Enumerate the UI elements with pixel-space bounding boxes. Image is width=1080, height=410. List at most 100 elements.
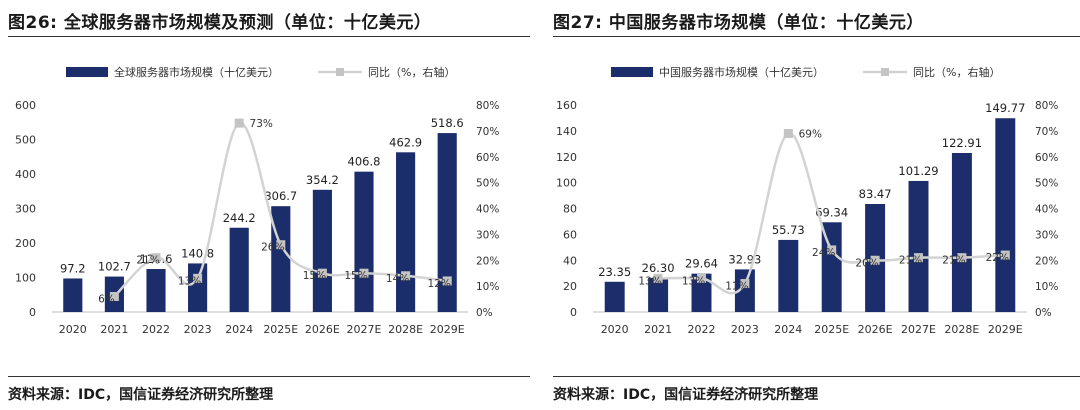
bar — [271, 206, 291, 312]
bar-value-label: 83.47 — [859, 187, 892, 201]
y2-tick-label: 60% — [476, 152, 499, 164]
y-tick-label: 120 — [556, 151, 577, 164]
yoy-marker — [109, 291, 119, 301]
y-tick-label: 100 — [556, 177, 577, 190]
x-tick-label: 2020 — [59, 323, 87, 336]
bar — [229, 227, 249, 312]
yoy-value-label: 6% — [98, 293, 115, 305]
y-tick-label: 40 — [563, 254, 577, 267]
y2-tick-label: 70% — [1035, 126, 1058, 138]
bar-value-label: 97.2 — [60, 261, 86, 275]
bar — [691, 273, 712, 312]
x-tick-label: 2029E — [430, 323, 465, 336]
yoy-value-label: 21% — [899, 255, 922, 267]
bar-value-label: 55.73 — [772, 223, 805, 237]
y-tick-label: 0 — [29, 306, 36, 319]
yoy-value-label: 13% — [638, 275, 661, 287]
yoy-marker — [151, 253, 161, 263]
yoy-marker — [783, 128, 793, 138]
x-tick-label: 2022 — [688, 323, 716, 336]
y2-tick-label: 0% — [476, 307, 493, 319]
y-tick-label: 400 — [15, 168, 36, 181]
bar — [995, 118, 1016, 312]
bar — [778, 239, 799, 312]
y2-tick-label: 50% — [1035, 178, 1058, 190]
yoy-value-label: 69% — [799, 128, 822, 140]
x-tick-label: 2021 — [644, 323, 672, 336]
x-tick-label: 2026E — [858, 323, 893, 336]
yoy-marker — [359, 268, 369, 278]
yoy-marker — [442, 276, 452, 286]
y2-tick-label: 20% — [1035, 255, 1058, 267]
bar-value-label: 29.64 — [685, 257, 718, 271]
bar-value-label: 149.77 — [985, 101, 1025, 115]
x-tick-label: 2021 — [100, 323, 128, 336]
y2-tick-label: 40% — [476, 204, 499, 216]
bar-value-label: 32.93 — [728, 252, 761, 266]
x-tick-label: 2027E — [901, 323, 936, 336]
bar-value-label: 122.91 — [942, 136, 982, 150]
y-tick-label: 300 — [15, 203, 36, 216]
source-note: 资料来源：IDC，国信证券经济研究所整理 — [8, 387, 274, 403]
yoy-value-label: 21% — [942, 255, 965, 267]
yoy-growth-line — [113, 121, 448, 298]
y2-tick-label: 80% — [1035, 100, 1058, 112]
yoy-marker — [653, 273, 663, 283]
bar-value-label: 101.29 — [898, 164, 938, 178]
yoy-value-label: 13% — [682, 275, 705, 287]
bar-value-label: 244.2 — [223, 211, 256, 225]
bar — [821, 222, 842, 312]
title-divider — [553, 36, 1080, 37]
bar — [908, 180, 929, 312]
yoy-marker — [234, 118, 244, 128]
bar — [312, 189, 332, 312]
y2-tick-label: 10% — [476, 281, 499, 293]
yoy-value-label: 13% — [178, 275, 201, 287]
legend-bar-label: 中国服务器市场规模（十亿美元） — [659, 65, 824, 79]
bar-value-label: 140.8 — [181, 246, 214, 260]
yoy-marker — [193, 273, 203, 283]
x-tick-label: 2023 — [731, 323, 759, 336]
y-tick-label: 60 — [563, 228, 577, 241]
yoy-marker — [276, 240, 286, 250]
y2-tick-label: 30% — [1035, 229, 1058, 241]
yoy-marker — [317, 268, 327, 278]
bar — [354, 171, 374, 312]
bar-value-label: 518.6 — [431, 116, 464, 130]
bar — [951, 152, 972, 312]
y2-tick-label: 20% — [476, 255, 499, 267]
bar — [63, 278, 83, 312]
x-tick-label: 2027E — [347, 323, 382, 336]
legend-line-label: 同比（%，右轴） — [368, 65, 455, 79]
y-tick-label: 100 — [15, 272, 36, 285]
bar-value-label: 26.30 — [642, 261, 675, 275]
bar — [188, 263, 208, 312]
bar — [604, 281, 625, 312]
yoy-marker — [827, 245, 837, 255]
yoy-value-label: 14% — [386, 273, 409, 285]
y2-tick-label: 80% — [476, 100, 499, 112]
source-note: 资料来源：IDC，国信证券经济研究所整理 — [553, 387, 819, 403]
bar-value-label: 23.35 — [598, 265, 631, 279]
x-tick-label: 2020 — [601, 323, 629, 336]
yoy-marker — [957, 253, 967, 263]
legend-bar-swatch — [611, 67, 653, 77]
y2-tick-label: 40% — [1035, 204, 1058, 216]
global-server-market-chart: 全球服务器市场规模（十亿美元） 同比（%，右轴） 0 100 200 300 400 500 6… — [15, 65, 499, 336]
bar — [396, 152, 416, 312]
bar — [437, 133, 457, 312]
yoy-value-label: 11% — [725, 281, 748, 293]
bar-value-label: 354.2 — [306, 173, 339, 187]
figure-26-panel: 图26: 全球服务器市场规模及预测（单位：十亿美元） 全球服务器市场规模（十亿美… — [0, 0, 530, 410]
y-tick-label: 80 — [563, 203, 577, 216]
y2-tick-label: 0% — [1035, 307, 1052, 319]
yoy-value-label: 26% — [261, 242, 284, 254]
y2-tick-label: 10% — [1035, 281, 1058, 293]
bar-value-label: 406.8 — [348, 155, 381, 169]
bar-value-label: 462.9 — [389, 135, 422, 149]
yoy-marker — [697, 273, 706, 283]
yoy-value-label: 15% — [303, 270, 326, 282]
yoy-marker — [1000, 250, 1010, 260]
figure-title: 图26: 全球服务器市场规模及预测（单位：十亿美元） — [8, 13, 432, 33]
x-tick-label: 2028E — [388, 323, 423, 336]
